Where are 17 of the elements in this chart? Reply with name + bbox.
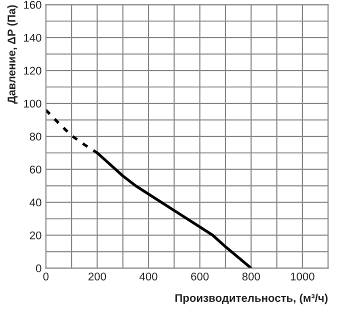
y-axis-title: Давление, ΔP (Па)	[7, 5, 18, 104]
y-tick-label: 140	[24, 34, 42, 42]
y-tick-label: 0	[36, 264, 42, 272]
y-tick-label: 80	[30, 132, 42, 141]
x-tick-label: 600	[191, 272, 209, 280]
x-tick-label: 1000	[290, 272, 314, 280]
y-tick-label: 120	[24, 66, 42, 75]
y-tick-label: 160	[24, 0, 42, 9]
y-tick-label: 40	[30, 198, 42, 206]
x-tick-label: 400	[140, 272, 158, 280]
y-tick-label: 60	[30, 166, 42, 174]
y-tick-label: 100	[24, 100, 42, 108]
x-axis-title: Производительность, (м³/ч)	[175, 294, 328, 304]
x-tick-label: 800	[242, 272, 260, 280]
x-tick-label: 0	[43, 272, 49, 280]
y-tick-label: 20	[30, 231, 42, 240]
x-tick-label: 200	[88, 272, 106, 280]
